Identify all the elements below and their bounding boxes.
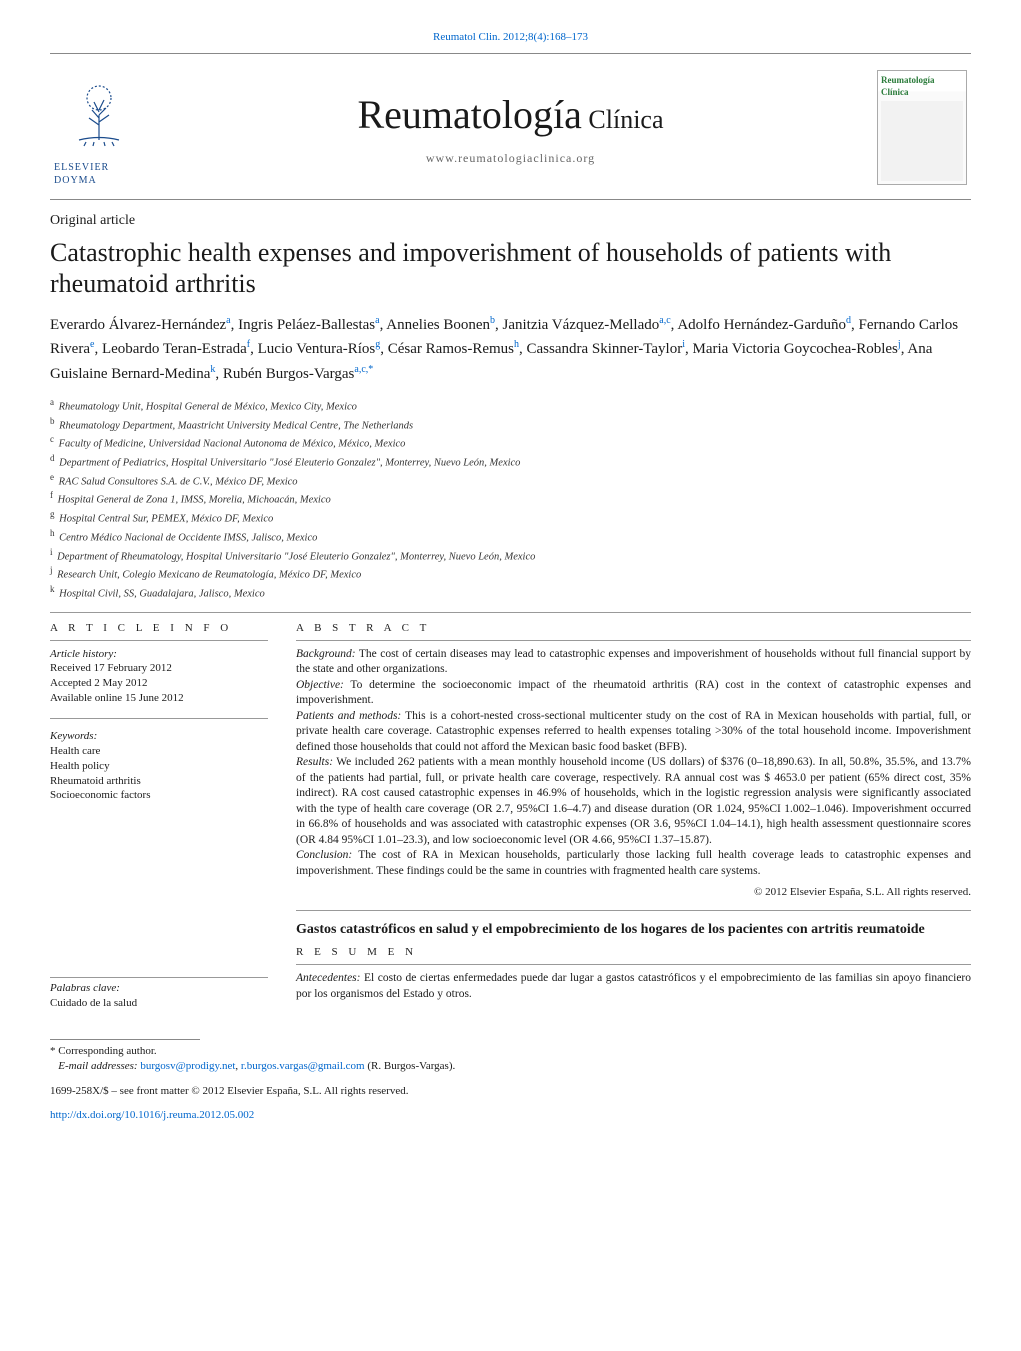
keyword: Rheumatoid arthritis — [50, 774, 268, 789]
article-type: Original article — [50, 212, 971, 231]
received-date: Received 17 February 2012 — [50, 661, 268, 676]
article-info-heading: A R T I C L E I N F O — [50, 621, 268, 636]
history-label: Article history: — [50, 647, 268, 662]
palabras-block: Palabras clave: Cuidado de la salud — [50, 981, 268, 1011]
author-affiliation-ref: i — [682, 339, 685, 350]
info-rule-2 — [50, 718, 268, 719]
author: Cassandra Skinner-Taylori — [527, 341, 685, 357]
abstract-rule-top — [296, 640, 971, 641]
keyword: Socioeconomic factors — [50, 788, 268, 803]
keyword: Health care — [50, 744, 268, 759]
keywords-label: Keywords: — [50, 729, 268, 744]
abstract-section-label: Results: — [296, 756, 333, 768]
journal-title-light: Clínica — [582, 105, 664, 134]
affiliation: a Rheumatology Unit, Hospital General de… — [50, 396, 971, 415]
author: Ingris Peláez-Ballestasa — [238, 317, 380, 333]
palabras-label: Palabras clave: — [50, 981, 268, 996]
author: Lucio Ventura-Ríosg — [258, 341, 381, 357]
article-history: Article history: Received 17 February 20… — [50, 647, 268, 706]
affiliation: h Centro Médico Nacional de Occidente IM… — [50, 527, 971, 546]
author: Everardo Álvarez-Hernándeza — [50, 317, 231, 333]
affiliation: c Faculty of Medicine, Universidad Nacio… — [50, 433, 971, 452]
author: Leobardo Teran-Estradaf — [102, 341, 250, 357]
article-title: Catastrophic health expenses and impover… — [50, 237, 971, 299]
author-list: Everardo Álvarez-Hernándeza, Ingris Pelá… — [50, 313, 971, 386]
author-affiliation-ref: d — [846, 315, 851, 326]
journal-website[interactable]: www.reumatologiaclinica.org — [144, 150, 877, 166]
publisher-name: ELSEVIER DOYMA — [54, 161, 144, 188]
author-affiliation-ref: a,c,* — [354, 364, 373, 375]
masthead-bottom-rule — [50, 199, 971, 200]
publisher-logo: ELSEVIER DOYMA — [54, 80, 144, 175]
abstract-section-label: Objective: — [296, 679, 344, 691]
journal-title-bold: Reumatología — [358, 92, 582, 137]
author-affiliation-ref: e — [90, 339, 94, 350]
footer: * Corresponding author. E-mail addresses… — [50, 1039, 971, 1123]
email-line: E-mail addresses: burgosv@prodigy.net, r… — [50, 1059, 971, 1074]
journal-title-block: Reumatología Clínica www.reumatologiacli… — [144, 88, 877, 166]
footer-rule — [50, 1039, 200, 1040]
affiliation: j Research Unit, Colegio Mexicano de Reu… — [50, 564, 971, 583]
online-date: Available online 15 June 2012 — [50, 691, 268, 706]
info-rule-1 — [50, 640, 268, 641]
issn-line: 1699-258X/$ – see front matter © 2012 El… — [50, 1084, 971, 1099]
author-affiliation-ref: j — [898, 339, 901, 350]
keyword: Health policy — [50, 759, 268, 774]
affiliations-list: a Rheumatology Unit, Hospital General de… — [50, 396, 971, 602]
cover-body — [881, 101, 963, 181]
author: Adolfo Hernández-Garduñod — [677, 317, 851, 333]
author-affiliation-ref: a,c — [659, 315, 670, 326]
keywords-block: Keywords: Health careHealth policyRheuma… — [50, 729, 268, 803]
corresponding-email-2[interactable]: r.burgos.vargas@gmail.com — [241, 1060, 365, 1072]
author: Rubén Burgos-Vargasa,c,* — [223, 366, 373, 382]
abstract-section-text: To determine the socioeconomic impact of… — [296, 679, 971, 707]
abstract-heading: A B S T R A C T — [296, 621, 971, 636]
abstract-section-label: Patients and methods: — [296, 710, 401, 722]
spanish-left-col-row: Palabras clave: Cuidado de la salud — [50, 818, 971, 1011]
journal-title: Reumatología Clínica — [144, 88, 877, 142]
author-affiliation-ref: g — [375, 339, 380, 350]
corresponding-email-1[interactable]: burgosv@prodigy.net — [140, 1060, 235, 1072]
elsevier-tree-icon — [64, 80, 134, 159]
author-affiliation-ref: h — [514, 339, 519, 350]
affil-bottom-rule — [50, 612, 971, 613]
author-affiliation-ref: b — [490, 315, 495, 326]
author: César Ramos-Remush — [388, 341, 519, 357]
author-affiliation-ref: a — [375, 315, 379, 326]
affiliation: d Department of Pediatrics, Hospital Uni… — [50, 452, 971, 471]
palabra-clave: Cuidado de la salud — [50, 996, 268, 1011]
masthead: ELSEVIER DOYMA Reumatología Clínica www.… — [50, 54, 971, 195]
author: Maria Victoria Goycochea-Roblesj — [692, 341, 900, 357]
affiliation: i Department of Rheumatology, Hospital U… — [50, 546, 971, 565]
cover-title: Reumatología Clínica — [881, 74, 963, 98]
spanish-keywords-col: Palabras clave: Cuidado de la salud — [50, 818, 268, 1011]
author-affiliation-ref: k — [210, 364, 215, 375]
affiliation: k Hospital Civil, SS, Guadalajara, Jalis… — [50, 583, 971, 602]
abstract-section-label: Background: — [296, 648, 356, 660]
author-affiliation-ref: a — [226, 315, 230, 326]
doi-link[interactable]: http://dx.doi.org/10.1016/j.reuma.2012.0… — [50, 1108, 971, 1123]
affiliation: f Hospital General de Zona 1, IMSS, More… — [50, 489, 971, 508]
palabras-rule — [50, 977, 268, 978]
corresponding-author: * Corresponding author. — [50, 1044, 971, 1059]
affiliation: g Hospital Central Sur, PEMEX, México DF… — [50, 508, 971, 527]
author: Annelies Boonenb — [386, 317, 495, 333]
author-affiliation-ref: f — [247, 339, 250, 350]
journal-cover-thumbnail: Reumatología Clínica — [877, 70, 967, 185]
email-who: (R. Burgos-Vargas). — [367, 1060, 455, 1072]
affiliation: e RAC Salud Consultores S.A. de C.V., Mé… — [50, 471, 971, 490]
email-label: E-mail addresses: — [58, 1060, 137, 1072]
abstract-section-text: The cost of certain diseases may lead to… — [296, 648, 971, 676]
citation-line: Reumatol Clin. 2012;8(4):168–173 — [50, 30, 971, 45]
accepted-date: Accepted 2 May 2012 — [50, 676, 268, 691]
author: Janitzia Vázquez-Melladoa,c — [503, 317, 671, 333]
affiliation: b Rheumatology Department, Maastricht Un… — [50, 415, 971, 434]
